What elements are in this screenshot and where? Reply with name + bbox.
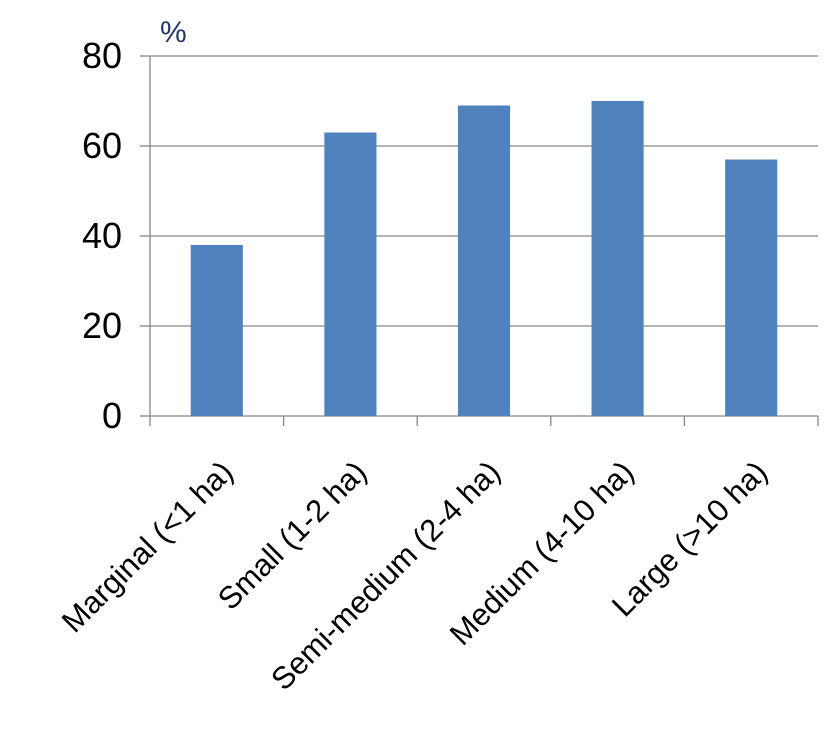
y-tick-label-40: 40 [82, 215, 122, 256]
y-tick-labels: 0 20 40 60 80 [82, 35, 122, 436]
x-category-label-2: Semi-medium (2-4 ha) [264, 454, 507, 697]
bar-3 [591, 101, 644, 416]
bars [190, 101, 778, 416]
y-tick-label-80: 80 [82, 35, 122, 76]
bar-2 [457, 105, 511, 416]
bar-0 [190, 245, 243, 416]
bar-1 [324, 132, 377, 416]
y-tick-label-60: 60 [82, 125, 122, 166]
y-tick-label-20: 20 [82, 305, 122, 346]
y-unit-label: % [160, 16, 187, 49]
y-tick-label-0: 0 [102, 395, 122, 436]
x-category-labels: Marginal (<1 ha)Small (1-2 ha)Semi-mediu… [55, 454, 774, 697]
x-category-label-0: Marginal (<1 ha) [55, 454, 240, 639]
bar-4 [725, 159, 778, 416]
